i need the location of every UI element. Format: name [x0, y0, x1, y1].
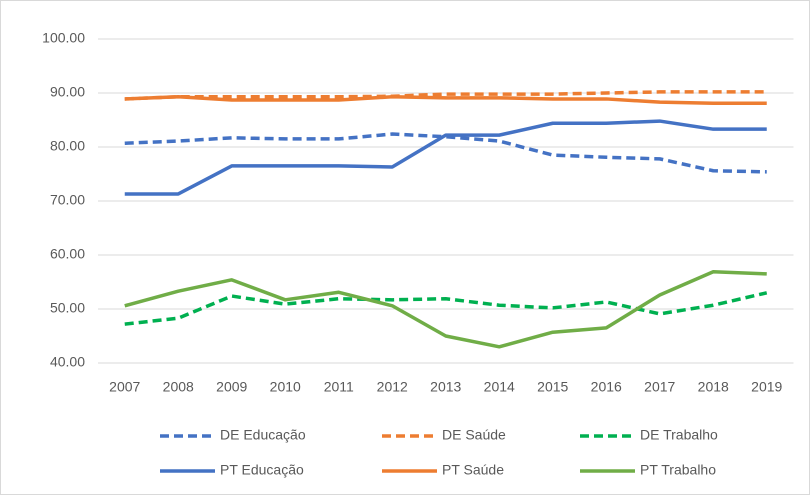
- series-line: [124, 95, 767, 106]
- y-tick-label: 40.00: [50, 354, 85, 370]
- legend-label: DE Trabalho: [640, 427, 718, 443]
- y-tick-label: 70.00: [50, 192, 85, 208]
- y-tick-label: 100.00: [42, 30, 85, 46]
- y-tick-label: 50.00: [50, 300, 85, 316]
- legend-label: DE Saúde: [442, 427, 506, 443]
- x-tick-label: 2009: [216, 379, 247, 395]
- x-tick-label: 2011: [324, 379, 354, 395]
- x-tick-label: 2017: [644, 379, 675, 395]
- series-line: [124, 119, 767, 196]
- x-tick-label: 2008: [163, 379, 194, 395]
- legend-label: PT Saúde: [442, 462, 504, 478]
- legend-label: PT Trabalho: [640, 462, 716, 478]
- x-tick-label: 2018: [698, 379, 729, 395]
- x-tick-label: 2010: [270, 379, 301, 395]
- y-tick-label: 80.00: [50, 138, 85, 154]
- x-tick-label: 2013: [430, 379, 461, 395]
- x-tick-label: 2012: [377, 379, 408, 395]
- series-line: [124, 291, 768, 326]
- legend-label: DE Educação: [220, 427, 306, 443]
- series-line: [124, 90, 767, 101]
- y-tick-label: 90.00: [50, 84, 85, 100]
- x-tick-label: 2016: [591, 379, 622, 395]
- series-line: [124, 132, 767, 174]
- x-tick-label: 2014: [484, 379, 515, 395]
- series-line: [124, 269, 767, 349]
- x-tick-label: 2007: [109, 379, 140, 395]
- legend-label: PT Educação: [220, 462, 304, 478]
- x-tick-label: 2015: [537, 379, 568, 395]
- y-tick-label: 60.00: [50, 246, 85, 262]
- x-tick-label: 2019: [751, 379, 782, 395]
